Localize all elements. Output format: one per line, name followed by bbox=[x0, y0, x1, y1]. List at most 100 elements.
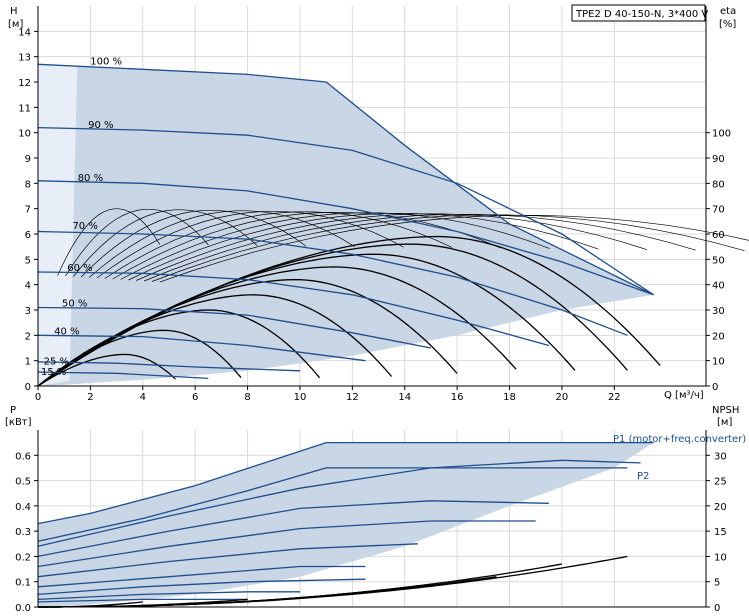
head-curve bbox=[37, 126, 654, 296]
p1-curve bbox=[37, 441, 654, 525]
head-axis-label: H bbox=[10, 6, 18, 17]
eta-curve bbox=[37, 309, 321, 387]
power-region bbox=[38, 442, 654, 607]
operating-region-edge bbox=[38, 64, 78, 387]
power-curve bbox=[37, 500, 549, 558]
x-tick-label: 4 bbox=[140, 392, 146, 403]
y-left-tick-label: 0.4 bbox=[15, 502, 31, 513]
y-left-tick-label: 14 bbox=[18, 27, 31, 38]
efficiency-curve bbox=[128, 212, 599, 281]
eta-axis-label: eta bbox=[720, 6, 736, 17]
y-left-tick-label: 8 bbox=[25, 179, 31, 190]
head-flow-chart: 0 2 4 6 8 10 12 14 16 18 20 22012345678910111213140… bbox=[18, 6, 749, 403]
y-right-tick-label: 30 bbox=[714, 451, 727, 462]
y-right-tick-label: 80 bbox=[712, 179, 725, 190]
head-axis-unit: [м] bbox=[8, 19, 23, 30]
efficiency-curve bbox=[73, 209, 258, 277]
p2-series-label: P2 bbox=[637, 471, 649, 482]
efficiency-curve bbox=[143, 213, 696, 282]
efficiency-curve bbox=[120, 212, 550, 280]
y-left-tick-label: 7 bbox=[25, 205, 31, 216]
efficiency-curve bbox=[136, 213, 648, 281]
y-right-tick-label: 20 bbox=[714, 502, 727, 513]
y-left-tick-label: 0.3 bbox=[15, 527, 31, 538]
efficiency-curve bbox=[112, 211, 502, 280]
x-tick-label: 14 bbox=[398, 392, 411, 403]
speed-label: 90 % bbox=[88, 120, 113, 131]
y-right-tick-label: 40 bbox=[712, 281, 725, 292]
y-right-tick-label: 90 bbox=[712, 154, 725, 165]
head-curve bbox=[37, 361, 301, 372]
npsh-axis-unit: [м] bbox=[717, 417, 732, 428]
y-left-tick-label: 0.2 bbox=[15, 552, 31, 563]
speed-label: 15 % bbox=[41, 367, 66, 378]
head-curve bbox=[37, 230, 628, 336]
power-curve bbox=[37, 543, 418, 578]
y-right-tick-label: 5 bbox=[714, 578, 720, 589]
p2-curve bbox=[37, 467, 628, 542]
eta-curve bbox=[37, 235, 661, 387]
y-right-tick-label: 10 bbox=[712, 357, 725, 368]
speed-label: 100 % bbox=[90, 56, 122, 67]
y-left-tick-label: 0.5 bbox=[15, 477, 31, 488]
efficiency-curve bbox=[104, 211, 453, 279]
efficiency-curve bbox=[151, 214, 745, 282]
y-left-tick-label: 0.0 bbox=[15, 603, 31, 614]
power-curve bbox=[37, 459, 641, 547]
power-curve bbox=[37, 598, 248, 603]
y-right-tick-label: 100 bbox=[712, 129, 731, 140]
head-curve bbox=[37, 180, 654, 296]
y-left-tick-label: 13 bbox=[18, 53, 31, 64]
y-right-tick-label: 0 bbox=[714, 603, 720, 614]
x-tick-label: 18 bbox=[503, 392, 516, 403]
chart-title-box bbox=[571, 4, 706, 22]
y-left-tick-label: 3 bbox=[25, 306, 31, 317]
head-curve bbox=[37, 306, 432, 349]
speed-label: 25 % bbox=[44, 357, 69, 368]
speed-label: 80 % bbox=[78, 173, 103, 184]
speed-label: 40 % bbox=[54, 326, 79, 337]
y-right-tick-label: 15 bbox=[714, 527, 727, 538]
x-tick-label: 6 bbox=[192, 392, 198, 403]
efficiency-curve bbox=[57, 208, 161, 276]
y-left-tick-label: 9 bbox=[25, 154, 31, 165]
y-left-tick-label: 2 bbox=[25, 331, 31, 342]
npsh-axis-label: NPSH bbox=[712, 405, 739, 416]
y-left-tick-label: 0.1 bbox=[15, 578, 31, 589]
x-tick-label: 8 bbox=[244, 392, 250, 403]
operating-region bbox=[38, 64, 654, 387]
head-curve bbox=[37, 63, 654, 296]
efficiency-curve bbox=[88, 210, 355, 278]
y-left-tick-label: 5 bbox=[25, 255, 31, 266]
y-left-tick-label: 12 bbox=[18, 78, 31, 89]
x-tick-label: 22 bbox=[608, 392, 621, 403]
eta-curve bbox=[37, 253, 576, 387]
efficiency-curve bbox=[159, 215, 749, 283]
y-right-tick-label: 60 bbox=[712, 230, 725, 241]
y-left-tick-label: 4 bbox=[25, 281, 31, 292]
x-tick-label: 10 bbox=[294, 392, 307, 403]
chart-title: TPE2 D 40-150-N, 3*400 V bbox=[575, 9, 708, 20]
y-left-tick-label: 0 bbox=[25, 382, 31, 393]
y-right-tick-label: 30 bbox=[712, 306, 725, 317]
x-tick-label: 2 bbox=[87, 392, 93, 403]
power-npsh-chart: 0.0 0.1 0.2 0.3 0.4 0.5 0.6 0 5 10 15 20 25 30 bbox=[15, 430, 727, 614]
head-curve bbox=[37, 371, 209, 380]
power-curve bbox=[37, 591, 300, 601]
head-curve bbox=[37, 334, 366, 362]
x-tick-label: 16 bbox=[451, 392, 464, 403]
speed-label: 60 % bbox=[67, 263, 92, 274]
y-right-tick-label: 25 bbox=[714, 477, 727, 488]
y-right-tick-label: 10 bbox=[714, 552, 727, 563]
y-right-tick-label: 50 bbox=[712, 255, 725, 266]
power-axis-unit: [кВт] bbox=[5, 417, 32, 428]
y-right-tick-label: 20 bbox=[712, 331, 725, 342]
y-left-tick-label: 0.6 bbox=[15, 451, 31, 462]
eta-axis-unit: [%] bbox=[719, 19, 736, 30]
speed-label: 70 % bbox=[72, 221, 97, 232]
flow-axis-label: Q [м³/ч] bbox=[664, 390, 704, 401]
efficiency-curve bbox=[96, 210, 404, 279]
head-curve bbox=[37, 271, 549, 347]
y-left-tick-label: 1 bbox=[25, 357, 31, 368]
